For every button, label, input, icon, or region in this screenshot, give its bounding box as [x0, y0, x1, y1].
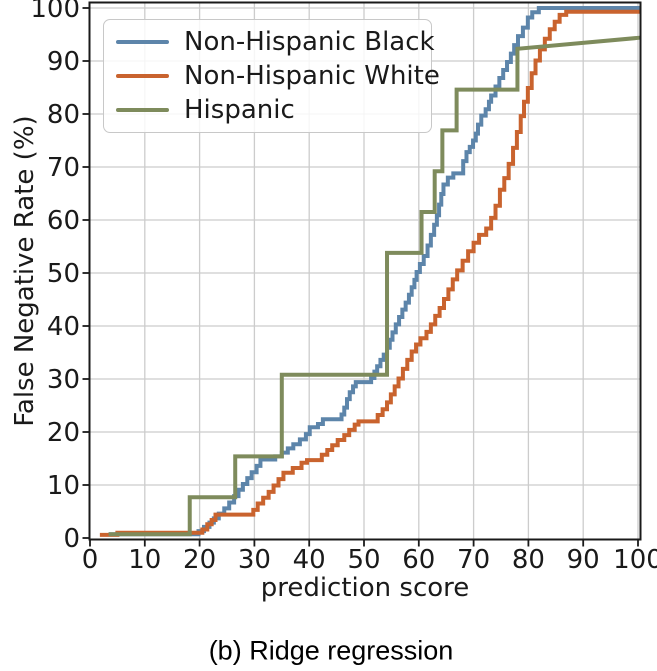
y-axis-label: False Negative Rate (%) [10, 115, 40, 427]
y-tick-label: 90 [47, 47, 80, 77]
x-tick-label: 90 [567, 545, 600, 575]
plot-border [88, 1, 642, 541]
legend-item: Non-Hispanic Black [116, 27, 435, 57]
figure-caption: (b) Ridge regression [208, 635, 454, 666]
x-tick-label: 80 [512, 545, 545, 575]
legend-label: Hispanic [184, 95, 295, 125]
legend-item: Non-Hispanic White [116, 61, 440, 91]
legend-line-sample-blue [116, 39, 169, 45]
series-line-non-hispanic-white [99, 9, 641, 537]
y-tick-label: 10 [47, 471, 80, 501]
x-tick-label: 40 [293, 545, 326, 575]
legend: Non-Hispanic Black Non-Hispanic White Hi… [103, 19, 440, 133]
x-tick-label: 70 [457, 545, 490, 575]
x-tick-label: 100 [613, 545, 657, 575]
y-tick-label: 80 [47, 100, 80, 130]
x-tick-label: 10 [128, 545, 161, 575]
series-group [99, 6, 641, 537]
x-tick-label: 20 [183, 545, 216, 575]
x-tick-label: 30 [238, 545, 271, 575]
x-axis-label: prediction score [260, 573, 470, 603]
y-tick-label: 60 [47, 206, 80, 236]
y-tick-label: 20 [47, 418, 80, 448]
legend-item: Hispanic [116, 95, 425, 125]
y-tick-label: 70 [47, 153, 80, 183]
x-tick-label: 0 [82, 545, 99, 575]
series-line-non-hispanic-black [108, 6, 641, 537]
legend-line-sample-olive [116, 107, 169, 113]
y-tick-label: 50 [47, 259, 80, 289]
series-line-hispanic [108, 35, 641, 537]
legend-label: Non-Hispanic White [184, 61, 440, 91]
y-tick-label: 40 [47, 312, 80, 342]
x-tick-label: 50 [347, 545, 380, 575]
legend-line-sample-orange [116, 73, 169, 79]
y-tick-label: 0 [63, 524, 80, 554]
legend-label: Non-Hispanic Black [184, 27, 435, 57]
x-tick-label: 60 [402, 545, 435, 575]
y-tick-label: 100 [30, 0, 80, 24]
y-tick-label: 30 [47, 365, 80, 395]
